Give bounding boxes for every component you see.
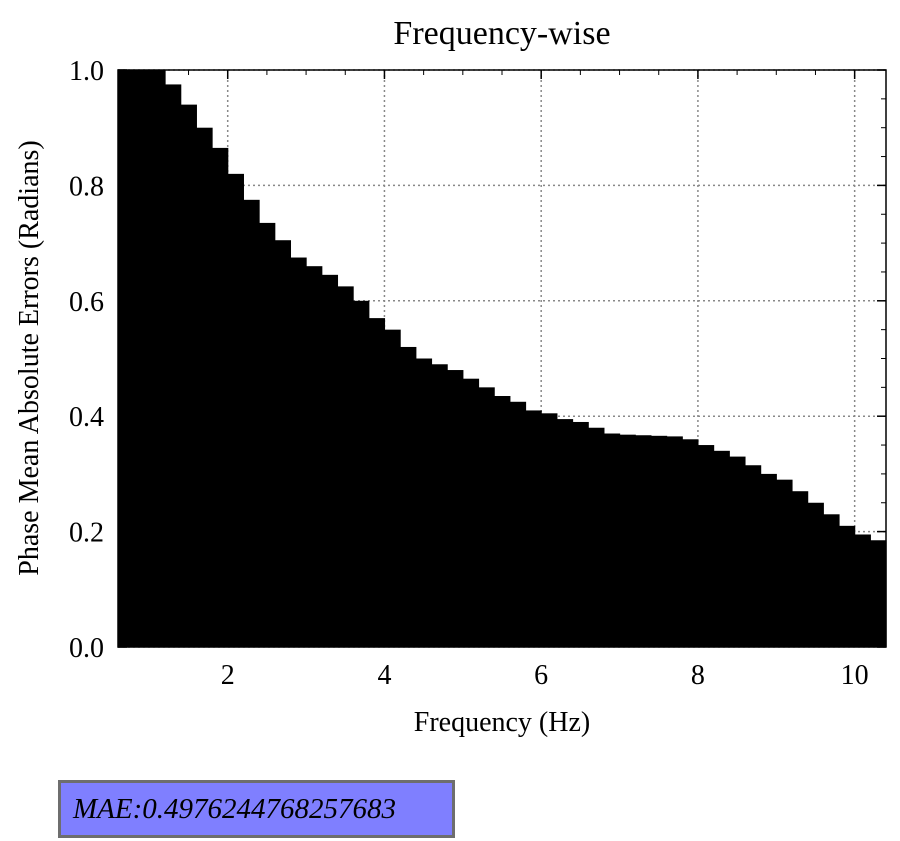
plot-frame (117, 69, 887, 648)
bar (462, 378, 480, 647)
bar (447, 370, 464, 647)
bar (713, 450, 730, 647)
bar (274, 240, 292, 647)
x-tick-label: 6 (534, 660, 548, 691)
bar (838, 525, 856, 647)
y-tick-label: 0.0 (69, 633, 104, 664)
y-axis-label: Phase Mean Absolute Errors (Radians) (14, 140, 45, 575)
bar (776, 479, 793, 647)
bar (259, 222, 276, 647)
bar (791, 491, 809, 647)
bar (368, 318, 386, 647)
y-tick-label: 0.8 (69, 171, 104, 202)
mae-annotation: MAE:0.4976244768257683 (58, 780, 455, 838)
y-tick-label: 0.2 (69, 518, 104, 549)
y-tick-label: 1.0 (69, 56, 104, 87)
x-tick-label: 2 (221, 660, 235, 691)
bar (588, 427, 605, 647)
bar (494, 396, 511, 647)
bar (165, 84, 182, 648)
bar (650, 435, 668, 647)
bar (870, 540, 887, 647)
y-tick-label: 0.4 (69, 402, 104, 433)
chart: 2 4 6 8 100.00.20.40.60.81.0 Frequency-wise … (14, 15, 887, 738)
bar (180, 104, 197, 648)
bar (321, 274, 339, 647)
bar (243, 199, 260, 647)
bar (400, 346, 417, 647)
bar (478, 387, 495, 647)
bar (635, 435, 652, 647)
bar (572, 421, 589, 647)
x-tick-label: 4 (377, 660, 391, 691)
bar (666, 436, 683, 647)
bar (541, 413, 558, 647)
bar (823, 514, 840, 647)
mae-text: MAE:0.4976244768257683 (73, 793, 396, 825)
bar (133, 70, 150, 647)
x-axis-label: Frequency (Hz) (414, 707, 590, 738)
bar (196, 127, 213, 647)
bar (603, 433, 621, 647)
bar (760, 473, 777, 647)
bar (556, 419, 574, 647)
bars (118, 70, 887, 648)
bar (525, 410, 542, 647)
chart-title: Frequency-wise (393, 15, 610, 52)
bar (290, 257, 307, 647)
bar (807, 502, 824, 647)
bar (697, 445, 715, 647)
bar (337, 286, 354, 647)
bar (619, 434, 636, 647)
bar (353, 300, 370, 647)
bar (212, 147, 229, 647)
bar (227, 173, 244, 648)
ticks: 2 4 6 8 10 0.0 0.2 0.4 0.6 0.8 1.0 (69, 56, 886, 691)
bar (384, 329, 401, 647)
x-tick-label: 8 (691, 660, 705, 691)
bar (509, 401, 527, 647)
x-tick-label: 10 (841, 660, 869, 691)
bar (149, 70, 166, 647)
y-tick-label: 0.6 (69, 287, 104, 318)
bar (854, 534, 871, 647)
bar (306, 266, 323, 647)
bar (415, 358, 433, 647)
bar (744, 465, 762, 647)
bar (682, 439, 699, 647)
bar (431, 364, 448, 647)
bar (729, 456, 746, 647)
